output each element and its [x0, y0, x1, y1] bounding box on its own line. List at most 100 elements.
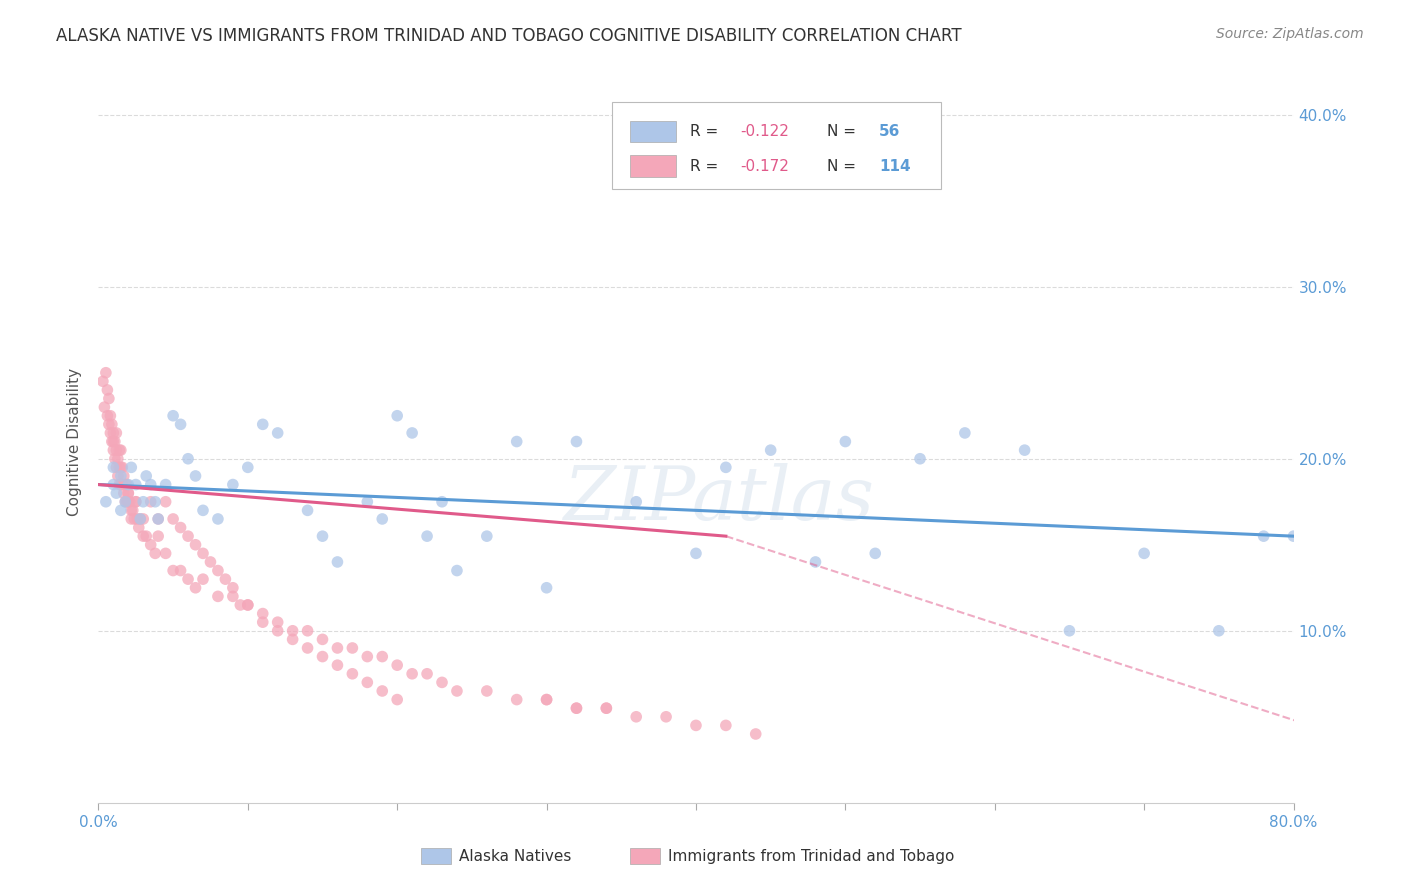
Point: [139, 538, 162, 552]
Point: [107, 451, 129, 466]
Point: [155, 546, 177, 560]
Point: [356, 494, 378, 508]
Point: [385, 658, 409, 673]
Y-axis label: Cognitive Disability: Cognitive Disability: [67, 368, 83, 516]
Point: [108, 477, 131, 491]
Point: [118, 494, 141, 508]
Point: [125, 494, 148, 508]
Point: [125, 477, 148, 491]
Point: [1014, 443, 1036, 458]
Point: [114, 477, 136, 491]
Point: [177, 572, 200, 586]
Text: R =: R =: [690, 124, 723, 139]
Point: [385, 409, 409, 423]
Point: [685, 718, 707, 732]
Point: [1059, 624, 1081, 638]
Point: [105, 443, 128, 458]
Point: [169, 417, 191, 432]
Point: [96, 409, 118, 423]
Point: [1208, 624, 1230, 638]
Point: [94, 366, 117, 380]
Point: [93, 400, 115, 414]
Point: [103, 477, 125, 491]
Point: [177, 529, 200, 543]
Point: [177, 451, 200, 466]
Point: [416, 666, 439, 681]
Point: [127, 512, 149, 526]
Text: R =: R =: [690, 159, 723, 174]
Point: [103, 443, 125, 458]
Point: [139, 477, 162, 491]
Point: [214, 572, 236, 586]
Point: [128, 520, 150, 534]
Text: N =: N =: [827, 159, 862, 174]
Point: [143, 546, 166, 560]
Point: [96, 383, 118, 397]
Point: [155, 494, 177, 508]
Point: [139, 494, 162, 508]
Point: [267, 624, 290, 638]
Point: [97, 392, 120, 406]
Point: [207, 590, 229, 604]
Point: [103, 425, 125, 440]
Point: [110, 477, 132, 491]
Point: [148, 529, 170, 543]
Point: [281, 632, 304, 647]
Point: [148, 512, 170, 526]
Point: [297, 503, 319, 517]
Text: N =: N =: [827, 124, 862, 139]
Point: [120, 512, 142, 526]
Point: [169, 564, 191, 578]
Point: [908, 451, 931, 466]
Point: [475, 684, 498, 698]
Point: [104, 451, 127, 466]
Point: [105, 425, 128, 440]
Point: [371, 649, 394, 664]
Point: [565, 434, 588, 449]
Point: [124, 512, 146, 526]
Point: [108, 443, 131, 458]
FancyBboxPatch shape: [630, 155, 676, 178]
Point: [120, 460, 142, 475]
Point: [267, 615, 290, 630]
Text: 114: 114: [879, 159, 911, 174]
Point: [117, 486, 139, 500]
Point: [135, 469, 157, 483]
Point: [536, 692, 558, 706]
Point: [200, 555, 222, 569]
Point: [184, 538, 207, 552]
Point: [105, 460, 128, 475]
Point: [252, 615, 274, 630]
Point: [595, 701, 617, 715]
Point: [297, 624, 319, 638]
Point: [135, 529, 157, 543]
Point: [112, 469, 135, 483]
Point: [110, 443, 132, 458]
Point: [111, 460, 134, 475]
Point: [117, 494, 139, 508]
Point: [1282, 529, 1305, 543]
FancyBboxPatch shape: [422, 848, 451, 864]
Point: [184, 469, 207, 483]
Point: [155, 477, 177, 491]
Point: [565, 701, 588, 715]
Point: [207, 564, 229, 578]
Point: [326, 658, 349, 673]
Point: [184, 581, 207, 595]
FancyBboxPatch shape: [630, 120, 676, 143]
Point: [125, 494, 148, 508]
Point: [104, 434, 127, 449]
Point: [430, 675, 453, 690]
Point: [101, 434, 124, 449]
Point: [236, 460, 259, 475]
Point: [655, 710, 678, 724]
Point: [342, 666, 364, 681]
Point: [430, 494, 453, 508]
Point: [121, 503, 143, 517]
Point: [326, 555, 349, 569]
FancyBboxPatch shape: [613, 102, 941, 189]
Point: [236, 598, 259, 612]
Point: [311, 529, 333, 543]
Point: [110, 469, 132, 483]
Point: [98, 409, 122, 423]
